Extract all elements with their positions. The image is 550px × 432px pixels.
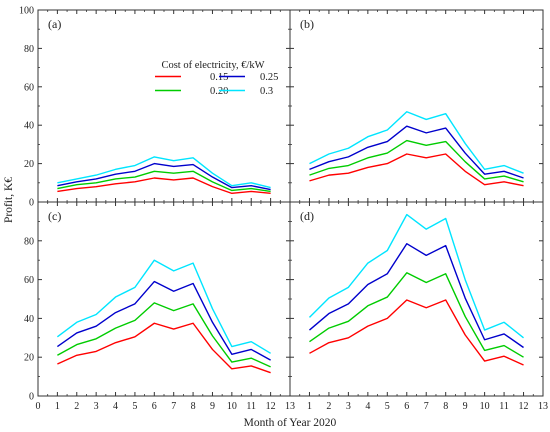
series-line-0-20 (309, 139, 524, 183)
x-tick-label: 6 (404, 401, 409, 412)
x-axis-title: Month of Year 2020 (244, 417, 337, 429)
x-tick-label: 4 (365, 401, 370, 412)
x-tick-label: 10 (227, 401, 237, 412)
x-tick-label: 11 (499, 401, 509, 412)
series-line-0-15 (309, 153, 524, 187)
x-tick-label: 10 (480, 401, 490, 412)
x-tick-label: 1 (55, 401, 60, 412)
panel-a: 0 20 40 60 80 100 (a) (19, 6, 291, 209)
x-tick-label: 0 (36, 401, 41, 412)
y-tick-label: 40 (24, 121, 34, 132)
legend-label: 0.15 (210, 72, 228, 83)
series-line-0-25 (309, 243, 524, 349)
axis-labels: Month of Year 2020 Profit, K€ (3, 177, 337, 429)
x-tick-label: 5 (132, 401, 137, 412)
y-axis-title: Profit, K€ (3, 177, 15, 223)
x-tick-label: 2 (326, 401, 331, 412)
legend-label: 0.3 (260, 86, 273, 97)
series-line-0-3 (57, 156, 271, 189)
x-tick-label: 11 (246, 401, 256, 412)
y-tick-label: 20 (24, 353, 34, 364)
series-line-0-25 (57, 162, 271, 191)
panel-tag: (c) (48, 209, 61, 223)
x-tick-label: 8 (443, 401, 448, 412)
x-tick-label: 13 (538, 401, 548, 412)
series-line-0-15 (57, 177, 271, 195)
y-tick-label: 0 (29, 392, 34, 403)
y-tick-label: 80 (24, 44, 34, 55)
x-tick-label: 8 (191, 401, 196, 412)
y-tick-label: 60 (24, 82, 34, 93)
panel-tag: (d) (300, 209, 314, 223)
series-line-0-25 (309, 125, 524, 179)
series-line-0-20 (57, 170, 271, 193)
x-tick-label: 12 (266, 401, 276, 412)
series-line-0-25 (56, 280, 271, 361)
series-line-0-3 (308, 213, 524, 339)
y-tick-label: 100 (19, 6, 34, 17)
x-tick-label: 3 (346, 401, 351, 412)
series-line-0-20 (309, 272, 524, 358)
x-tick-label: 7 (424, 401, 429, 412)
panel-d: 1 2 3 4 5 6 7 8 9 10 11 12 13(d) (289, 201, 548, 412)
legend-label: 0.25 (260, 72, 278, 83)
panel-b: (b) (289, 9, 544, 203)
x-tick-label: 9 (210, 401, 215, 412)
legend: Cost of electricity, €/kW0.15 0.25 0.20 0.3 (155, 60, 278, 97)
y-tick-label: 80 (24, 236, 34, 247)
series-line-0-20 (57, 302, 271, 368)
series-line-0-3 (309, 111, 524, 174)
y-tick-label: 0 (29, 198, 34, 209)
x-tick-label: 3 (94, 401, 99, 412)
series-line-0-15 (57, 322, 271, 374)
panel-tag: (b) (300, 17, 314, 31)
y-tick-label: 40 (24, 314, 34, 325)
legend-label: 0.20 (210, 86, 228, 97)
x-tick-label: 7 (171, 401, 176, 412)
x-tick-label: 2 (74, 401, 79, 412)
legend-title: Cost of electricity, €/kW (161, 60, 264, 71)
series-line-0-15 (309, 299, 524, 366)
y-tick-label: 60 (24, 275, 34, 286)
panel-frame (289, 9, 544, 203)
panel-tag: (a) (48, 17, 61, 31)
x-tick-label: 13 (285, 401, 295, 412)
x-tick-label: 4 (113, 401, 118, 412)
x-tick-label: 6 (152, 401, 157, 412)
y-tick-label: 20 (24, 159, 34, 170)
panel-frame (37, 9, 291, 203)
series-line-0-3 (56, 259, 271, 354)
x-tick-label: 12 (519, 401, 529, 412)
x-tick-label: 5 (385, 401, 390, 412)
x-tick-label: 9 (463, 401, 468, 412)
x-tick-label: 1 (307, 401, 312, 412)
